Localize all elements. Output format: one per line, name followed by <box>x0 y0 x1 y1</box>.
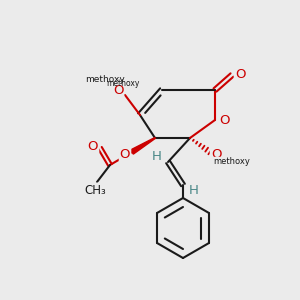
Text: H: H <box>152 151 162 164</box>
Text: methoxy: methoxy <box>106 79 140 88</box>
Text: H: H <box>189 184 199 196</box>
Text: O: O <box>235 68 245 82</box>
Text: methoxy: methoxy <box>85 74 125 83</box>
Text: O: O <box>211 148 221 161</box>
Text: methoxy: methoxy <box>214 158 250 166</box>
Text: CH₃: CH₃ <box>84 184 106 196</box>
Text: O: O <box>113 83 123 97</box>
Text: O: O <box>88 140 98 152</box>
Polygon shape <box>131 138 155 154</box>
Text: O: O <box>120 148 130 160</box>
Text: O: O <box>219 113 229 127</box>
